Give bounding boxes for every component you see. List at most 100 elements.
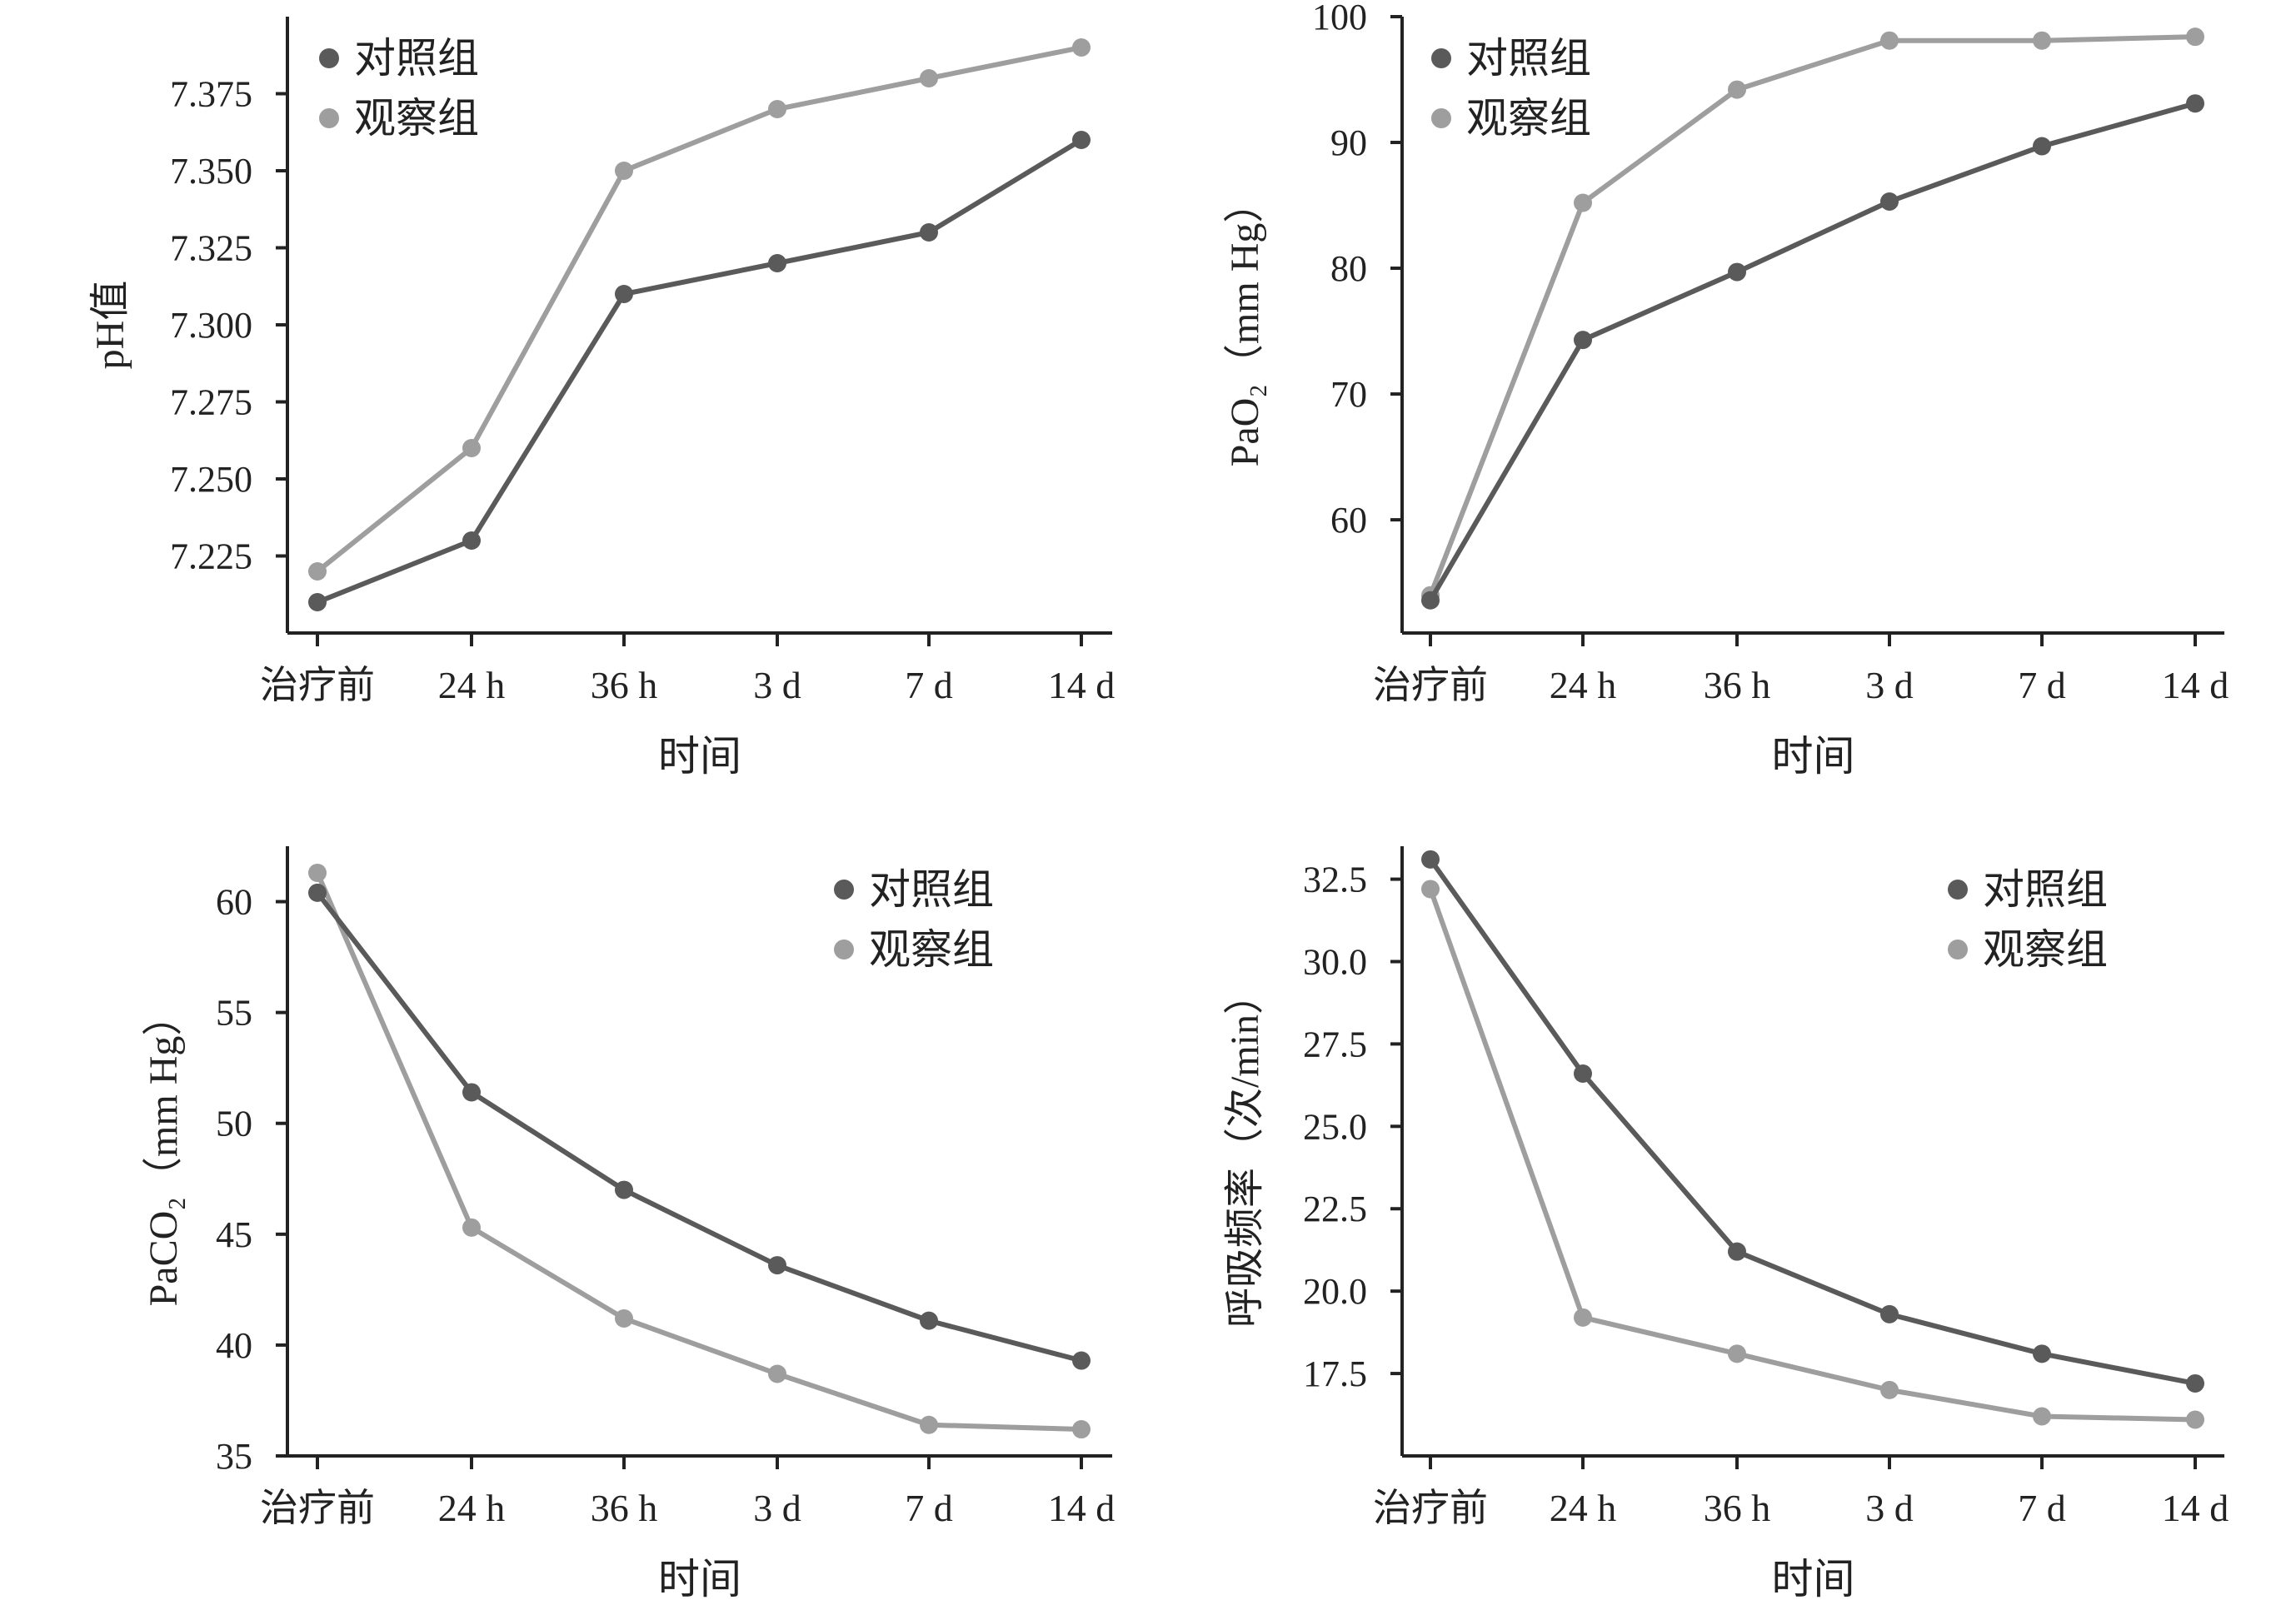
series-line-observation (316, 45, 1082, 574)
x-tick-label: 36 h (1704, 664, 1771, 706)
x-axis-title: 时间 (658, 733, 741, 780)
data-point-control (1072, 1351, 1091, 1370)
y-tick-label: 20.0 (1303, 1271, 1367, 1312)
y-axis-title: 呼吸频率（次/min） (1223, 974, 1267, 1328)
data-point-observation (768, 100, 786, 118)
x-tick-label: 36 h (591, 664, 658, 706)
x-tick-label: 24 h (438, 1487, 506, 1529)
data-point-observation (1880, 1380, 1899, 1399)
series-line-control (316, 137, 1083, 605)
series-line-control (1428, 858, 2196, 1386)
data-point-control (1880, 1304, 1899, 1323)
chart-panel-2: 60 70 80 90 100 治疗前 24 h 36 h 3 d 7 d 14 d 时间 PaO₂（m… (1223, 0, 2229, 780)
data-point-observation (615, 162, 633, 180)
data-point-observation (462, 439, 481, 457)
y-tick-label: 22.5 (1303, 1189, 1367, 1229)
data-point-control (2033, 137, 2051, 156)
y-tick-label: 17.5 (1303, 1353, 1367, 1394)
y-tick-label: 7.225 (170, 536, 252, 577)
y-tick-label: 7.350 (170, 151, 252, 192)
y-tick-label: 40 (216, 1325, 252, 1366)
data-point-control (615, 285, 633, 303)
legend-marker-control (319, 48, 339, 68)
x-tick-label: 3 d (1865, 1487, 1914, 1529)
data-point-observation (2186, 1410, 2204, 1429)
chart-panel-4: 17.5 20.0 22.5 25.0 27.5 30.0 32.5 治疗前 24 h 36 h 3… (1223, 846, 2229, 1603)
data-point-observation (2033, 31, 2051, 50)
legend-marker-control (834, 880, 854, 900)
y-tick-label: 25.0 (1303, 1106, 1367, 1147)
data-point-control (308, 593, 327, 611)
data-point-observation (1072, 1420, 1091, 1439)
legend-label: 观察组 (1983, 926, 2108, 973)
legend-label: 对照组 (869, 866, 994, 913)
data-point-observation (462, 1218, 481, 1237)
x-axis-title: 时间 (1772, 733, 1855, 780)
x-tick-label: 36 h (591, 1487, 658, 1529)
data-point-control (768, 1256, 786, 1275)
data-point-observation (1574, 1308, 1592, 1327)
data-point-control (1728, 1242, 1746, 1261)
data-point-observation (2186, 27, 2204, 47)
data-point-control (1421, 591, 1440, 610)
legend-marker-observation (1431, 108, 1451, 128)
data-point-control (1421, 850, 1440, 869)
x-tick-label: 7 d (905, 664, 953, 706)
legend-marker-control (1431, 48, 1451, 68)
x-axis-title: 时间 (1772, 1556, 1855, 1603)
data-point-control (1574, 1064, 1592, 1084)
data-point-observation (1574, 193, 1592, 212)
data-point-observation (308, 863, 327, 882)
legend-label: 对照组 (1983, 866, 2108, 913)
x-tick-label: 3 d (1865, 664, 1914, 706)
y-tick-label: 7.250 (170, 459, 252, 500)
x-tick-label: 治疗前 (1373, 664, 1488, 706)
data-point-control (1728, 262, 1746, 282)
series-line-observation (315, 871, 1082, 1433)
data-point-control (2186, 1373, 2204, 1393)
legend-label: 观察组 (354, 95, 479, 142)
data-point-control (1574, 331, 1592, 350)
legend-marker-observation (1948, 940, 1968, 960)
y-tick-label: 100 (1312, 0, 1367, 37)
data-point-observation (768, 1364, 786, 1383)
y-tick-label: 32.5 (1303, 860, 1367, 900)
y-tick-label: 50 (216, 1104, 252, 1144)
legend-marker-control (1948, 880, 1968, 900)
series-line-control (315, 891, 1082, 1363)
series-line-control (1428, 101, 2196, 602)
y-tick-label: 7.300 (170, 305, 252, 346)
y-tick-label: 30.0 (1303, 941, 1367, 982)
y-tick-label: 90 (1330, 122, 1367, 163)
x-tick-label: 治疗前 (260, 1487, 375, 1529)
y-tick-label: 70 (1330, 374, 1367, 415)
x-tick-label: 3 d (753, 1487, 801, 1529)
data-point-observation (920, 69, 938, 87)
data-point-control (308, 883, 327, 902)
legend-label: 观察组 (869, 926, 994, 973)
data-point-control (462, 1083, 481, 1102)
data-point-observation (1728, 1344, 1746, 1363)
data-point-control (2186, 94, 2204, 113)
chart-panel-3: 35 40 45 50 55 60 治疗前 24 h 36 h 3 d 7 d 14 d 时间 PaCO₂… (142, 846, 1115, 1603)
x-tick-label: 24 h (1550, 664, 1617, 706)
data-point-control (462, 531, 481, 550)
y-tick-label: 45 (216, 1214, 252, 1255)
y-tick-label: 7.375 (170, 74, 252, 115)
y-tick-label: 35 (216, 1436, 252, 1477)
x-axis-title: 时间 (658, 1556, 741, 1603)
y-axis-title: PaO₂（mm Hg） (1223, 183, 1267, 467)
y-tick-label: 27.5 (1303, 1024, 1367, 1064)
y-tick-label: 80 (1330, 248, 1367, 289)
data-point-observation (308, 562, 327, 581)
x-tick-label: 治疗前 (260, 664, 375, 706)
data-point-control (1880, 192, 1899, 211)
x-tick-label: 24 h (1550, 1487, 1617, 1529)
y-tick-label: 7.275 (170, 382, 252, 423)
legend-marker-observation (319, 108, 339, 128)
data-point-control (2033, 1344, 2051, 1363)
series-line-observation (1428, 34, 2196, 596)
data-point-observation (2033, 1407, 2051, 1426)
x-tick-label: 7 d (2018, 1487, 2066, 1529)
data-point-control (920, 1311, 938, 1330)
